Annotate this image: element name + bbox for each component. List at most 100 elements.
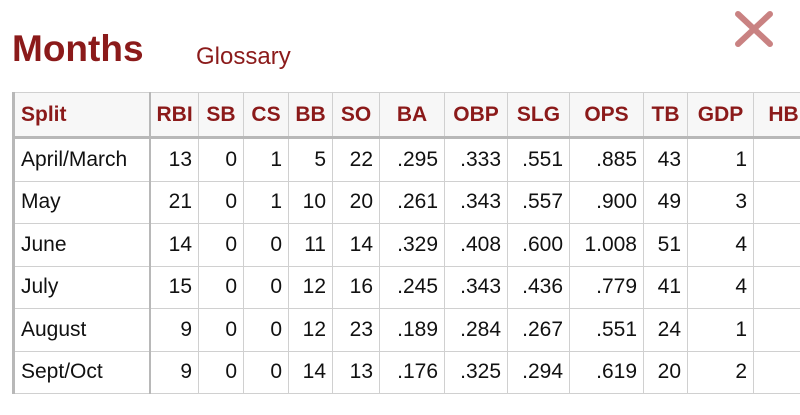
cell: .261	[379, 180, 445, 224]
cell: 12	[288, 265, 333, 309]
cell: .343	[444, 180, 508, 224]
table-row: May 21 0 1 10 20.261.343.557.900 49 3	[12, 180, 800, 224]
cell: .619	[569, 350, 644, 394]
cell: .176	[379, 350, 445, 394]
cell: 15	[148, 265, 199, 309]
cell: 24	[643, 308, 688, 352]
table-row: June 14 0 0 11 14.329.408.600 1.008 51 4	[12, 223, 800, 267]
table-row: April/March 13 0 1 5 22.295.333.551.885 43 1	[12, 137, 800, 182]
cell: .267	[507, 308, 570, 352]
cell: 0	[243, 350, 289, 394]
cell: 0	[198, 223, 244, 267]
header-row: Split RBI SB CS BB SO BA OBP SLG OPS TB GDP HB	[12, 92, 800, 139]
cell	[753, 223, 800, 267]
cell: 1	[243, 180, 289, 224]
column-header[interactable]: OBP	[444, 92, 508, 139]
cell: 14	[148, 223, 199, 267]
cell: 1.008	[569, 223, 644, 267]
column-header[interactable]: OPS	[569, 92, 644, 139]
cell: 49	[643, 180, 688, 224]
row-label: Sept/Oct	[12, 350, 150, 394]
column-header[interactable]: Split	[12, 92, 150, 139]
cell: 0	[198, 308, 244, 352]
cell: 4	[687, 223, 754, 267]
column-header[interactable]: BB	[288, 92, 333, 139]
column-header[interactable]: SLG	[507, 92, 570, 139]
cell: .295	[379, 137, 445, 182]
cell: .189	[379, 308, 445, 352]
column-header[interactable]: BA	[379, 92, 445, 139]
cell: 23	[332, 308, 380, 352]
row-label: May	[12, 180, 150, 224]
table-container: Split RBI SB CS BB SO BA OBP SLG OPS TB GDP HB April…	[12, 92, 800, 394]
column-header[interactable]: TB	[643, 92, 688, 139]
cell: .294	[507, 350, 570, 394]
row-label: June	[12, 223, 150, 267]
row-label: July	[12, 265, 150, 309]
table-row: Sept/Oct 9 0 0 14 13.176.325.294.619 20 2	[12, 350, 800, 394]
cell: 1	[687, 137, 754, 182]
cell: .436	[507, 265, 570, 309]
cell: 13	[332, 350, 380, 394]
cell: 1	[243, 137, 289, 182]
column-header[interactable]: SO	[332, 92, 380, 139]
cell: .245	[379, 265, 445, 309]
cell: 2	[687, 350, 754, 394]
cell: .325	[444, 350, 508, 394]
cell: .329	[379, 223, 445, 267]
section-title: Months	[12, 28, 144, 69]
column-header[interactable]: GDP	[687, 92, 754, 139]
cell: .557	[507, 180, 570, 224]
column-header[interactable]: RBI	[148, 92, 199, 139]
cell: 0	[198, 350, 244, 394]
cell: 0	[198, 137, 244, 182]
cell	[753, 308, 800, 352]
cell: 51	[643, 223, 688, 267]
cell: 0	[243, 223, 289, 267]
cell: .779	[569, 265, 644, 309]
cell: 5	[288, 137, 333, 182]
cell: 14	[288, 350, 333, 394]
column-header[interactable]: SB	[198, 92, 244, 139]
cell: .885	[569, 137, 644, 182]
cell: 0	[243, 308, 289, 352]
cell: 43	[643, 137, 688, 182]
cell: 20	[643, 350, 688, 394]
cell	[753, 350, 800, 394]
cell: .551	[569, 308, 644, 352]
table-row: August 9 0 0 12 23.189.284.267.551 24 1	[12, 308, 800, 352]
cell: 16	[332, 265, 380, 309]
cell	[753, 265, 800, 309]
cell: .408	[444, 223, 508, 267]
cell: .551	[507, 137, 570, 182]
stats-table: Split RBI SB CS BB SO BA OBP SLG OPS TB GDP HB April…	[12, 92, 800, 394]
cell: .900	[569, 180, 644, 224]
cell: 22	[332, 137, 380, 182]
cell: 14	[332, 223, 380, 267]
cell: 11	[288, 223, 333, 267]
cell: 9	[148, 350, 199, 394]
cell: .600	[507, 223, 570, 267]
table-body: April/March 13 0 1 5 22.295.333.551.885 43 1 May…	[12, 137, 800, 394]
column-header[interactable]: HB	[753, 92, 800, 139]
cell: 20	[332, 180, 380, 224]
cell: .284	[444, 308, 508, 352]
cell: 4	[687, 265, 754, 309]
cell: 1	[687, 308, 754, 352]
glossary-link[interactable]: Glossary	[196, 43, 291, 70]
cell: 10	[288, 180, 333, 224]
cell: 13	[148, 137, 199, 182]
cell: 41	[643, 265, 688, 309]
cell: .333	[444, 137, 508, 182]
cell: .343	[444, 265, 508, 309]
row-label: April/March	[12, 137, 150, 182]
cell: 0	[243, 265, 289, 309]
close-button[interactable]	[734, 10, 774, 48]
cell: 9	[148, 308, 199, 352]
cell	[753, 180, 800, 224]
cell: 3	[687, 180, 754, 224]
row-label: August	[12, 308, 150, 352]
column-header[interactable]: CS	[243, 92, 289, 139]
cell: 12	[288, 308, 333, 352]
